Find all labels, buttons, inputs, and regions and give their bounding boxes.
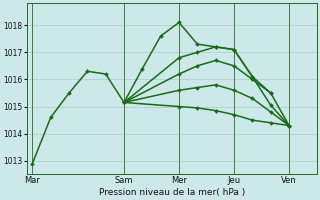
- X-axis label: Pression niveau de la mer( hPa ): Pression niveau de la mer( hPa ): [99, 188, 245, 197]
